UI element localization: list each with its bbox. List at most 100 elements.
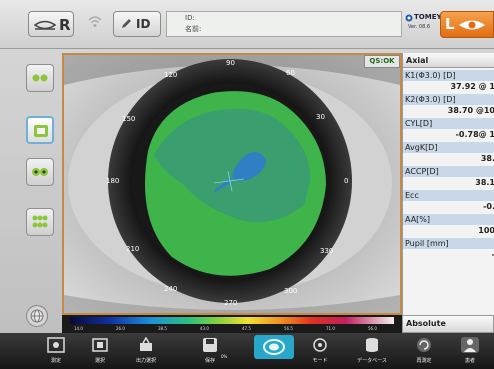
patient-id-field[interactable]: ID: 名前: (166, 11, 402, 37)
database-icon (366, 338, 378, 352)
bottom-toolbar: 測定 選択 出力選択 保存 0% モード データベース 再測定 患者 (0, 333, 494, 369)
eye-image: 0 30 60 90 120 150 180 210 240 270 300 3… (64, 55, 400, 313)
compare-icon (32, 168, 48, 176)
pupil-label: Pupil [mm] (403, 238, 494, 249)
refresh-icon (417, 338, 431, 352)
layout-multi-button[interactable] (26, 208, 54, 236)
aa-label: AA[%] (403, 214, 494, 225)
id-field-label: ID: (185, 14, 195, 22)
map-type-selector[interactable]: Axial (403, 53, 494, 68)
measure-label: 測定 (50, 358, 61, 364)
measurement-panel: Axial K1(Φ3.0) [D] 37.92 @ 1 K2(Φ3.0) [D… (402, 53, 494, 315)
angle-label-150: 150 (122, 115, 135, 123)
angle-label-120: 120 (164, 71, 177, 79)
k2-value: 38.70 @10 (447, 106, 494, 115)
color-scale: 14.0 26.0 38.5 43.0 47.5 56.5 71.0 56.0 (70, 317, 394, 331)
eye-icon (34, 20, 56, 30)
right-eye-label: R (59, 16, 71, 34)
k1-row: K1(Φ3.0) [D] 37.92 @ 1 (403, 70, 494, 92)
measure-button[interactable]: 測定 (36, 335, 76, 368)
id-button[interactable]: ID (113, 11, 161, 37)
quality-status-badge: QS:OK (364, 55, 400, 68)
angle-label-60: 60 (286, 69, 295, 77)
avgk-row: AvgK[D] 38. (403, 142, 494, 164)
avgk-value: 38. (480, 154, 494, 163)
scale-tick-2: 26.0 (116, 326, 125, 331)
ecc-label: Ecc (403, 190, 494, 201)
angle-label-0: 0 (344, 177, 348, 185)
mode-label: モード (312, 358, 328, 364)
remeasure-label: 再測定 (416, 358, 432, 364)
map-view-button[interactable] (254, 335, 294, 368)
k1-label: K1(Φ3.0) [D] (403, 70, 494, 81)
globe-glyph (30, 309, 44, 323)
accp-label: ACCP[D] (403, 166, 494, 177)
angle-label-240: 240 (164, 285, 177, 293)
top-bar: R ID ID: 名前: TOMEY Ver. 08.6 L (0, 0, 494, 49)
grid-icon (32, 215, 48, 228)
ecc-value: -0. (483, 202, 494, 211)
right-eye-button[interactable]: R (28, 11, 74, 37)
angle-label-330: 330 (320, 247, 333, 255)
topography-map-view[interactable]: 0 30 60 90 120 150 180 210 240 270 300 3… (62, 53, 402, 315)
wifi-icon (88, 16, 102, 27)
select-button[interactable]: 選択 (80, 335, 120, 368)
scale-tick-5: 47.5 (242, 326, 251, 331)
patient-button[interactable]: 患者 (450, 335, 490, 368)
layout-map-button[interactable] (26, 116, 54, 144)
output-select-label: 出力選択 (135, 358, 156, 364)
left-eye-label: L (445, 15, 455, 33)
scale-tick-4: 43.0 (200, 326, 209, 331)
cyl-row: CYL[D] -0.78@ 1 (403, 118, 494, 140)
brand-name: TOMEY (414, 13, 442, 21)
left-eye-button[interactable]: L (440, 11, 494, 38)
angle-label-210: 210 (126, 245, 139, 253)
layout-compare-button[interactable] (26, 158, 54, 186)
k1-value: 37.92 @ 1 (450, 82, 494, 91)
lens-icon (254, 335, 294, 359)
eye-icon (459, 20, 485, 30)
id-button-label: ID (136, 17, 151, 31)
output-icon (140, 337, 152, 351)
layout-single-button[interactable] (26, 64, 54, 92)
disk-icon (203, 338, 217, 352)
save-label: 保存 (204, 358, 215, 364)
version-label: Ver. 08.6 (408, 24, 431, 30)
swirl-icon (405, 14, 413, 22)
mode-button[interactable]: モード (300, 335, 340, 368)
angle-label-180: 180 (106, 177, 119, 185)
pen-icon (122, 19, 131, 28)
cyl-value: -0.78@ 1 (455, 130, 494, 139)
aa-row: AA[%] 100 (403, 214, 494, 236)
scale-tick-8: 56.0 (368, 326, 377, 331)
k2-row: K2(Φ3.0) [D] 38.70 @10 (403, 94, 494, 116)
database-button[interactable]: データベース (352, 335, 392, 368)
avgk-label: AvgK[D] (403, 142, 494, 153)
patient-label: 患者 (464, 358, 475, 364)
output-select-button[interactable]: 出力選択 (126, 335, 166, 368)
name-field-label: 名前: (185, 25, 202, 33)
frame-icon (92, 338, 108, 352)
pupil-value: - (403, 249, 494, 260)
cyl-label: CYL[D] (403, 118, 494, 129)
save-button[interactable]: 保存 0% (190, 335, 230, 368)
scale-tick-1: 14.0 (74, 326, 83, 331)
single-map-icon (34, 125, 48, 137)
remeasure-button[interactable]: 再測定 (404, 335, 444, 368)
layout-sidebar (20, 48, 62, 338)
dual-eye-icon (32, 74, 48, 82)
aa-value: 100 (478, 226, 494, 235)
angle-label-270: 270 (224, 299, 237, 307)
database-label: データベース (357, 358, 387, 364)
scale-tick-7: 71.0 (326, 326, 335, 331)
scale-mode-selector[interactable]: Absolute (402, 315, 494, 333)
ecc-row: Ecc -0. (403, 190, 494, 212)
color-scale-bar: 14.0 26.0 38.5 43.0 47.5 56.5 71.0 56.0 (62, 315, 402, 333)
angle-label-30: 30 (316, 113, 325, 121)
select-label: 選択 (94, 358, 105, 364)
angle-label-300: 300 (284, 287, 297, 295)
scale-tick-3: 38.5 (158, 326, 167, 331)
target-icon (313, 338, 327, 352)
globe-icon[interactable] (26, 305, 48, 327)
scale-tick-6: 56.5 (284, 326, 293, 331)
